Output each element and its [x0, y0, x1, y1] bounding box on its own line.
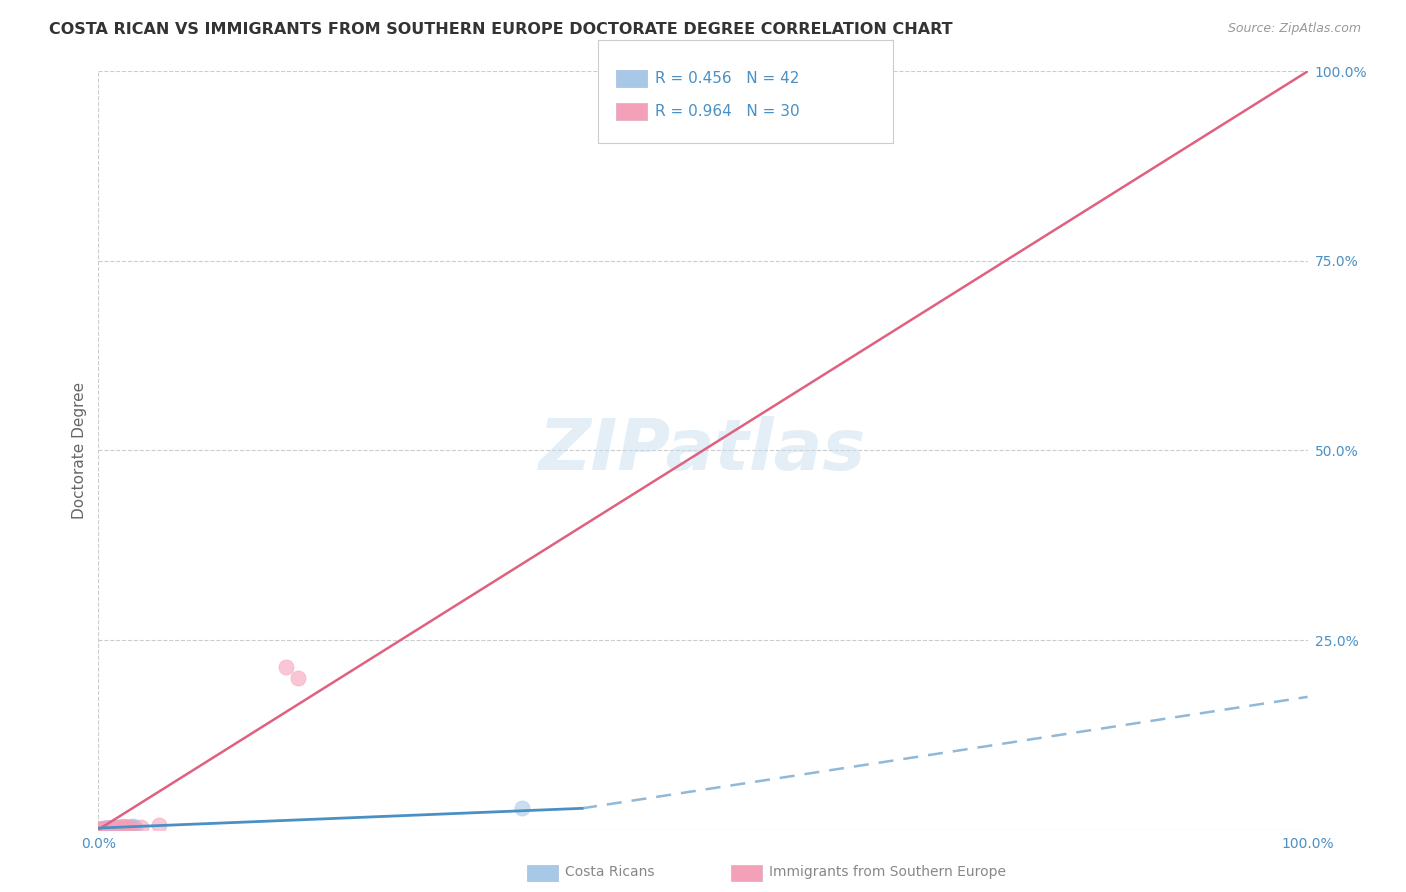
Point: [112, 821, 135, 835]
Point: [105, 821, 128, 835]
Point: [97, 822, 120, 836]
Point: [108, 821, 131, 835]
Point: [100, 821, 122, 835]
Point: [105, 821, 128, 835]
Text: Source: ZipAtlas.com: Source: ZipAtlas.com: [1227, 22, 1361, 36]
Point: [111, 820, 134, 834]
Point: [111, 821, 134, 835]
Point: [97, 822, 120, 836]
Point: [115, 820, 138, 834]
Point: [107, 821, 129, 835]
Text: R = 0.964   N = 30: R = 0.964 N = 30: [655, 104, 800, 119]
Point: [98, 822, 121, 836]
Point: [89, 822, 111, 836]
Point: [122, 819, 145, 833]
Point: [114, 821, 136, 835]
Point: [114, 821, 136, 835]
Point: [100, 821, 122, 835]
Y-axis label: Doctorate Degree: Doctorate Degree: [72, 382, 87, 519]
Point: [94, 822, 117, 836]
Point: [101, 821, 124, 835]
Point: [110, 821, 132, 835]
Text: COSTA RICAN VS IMMIGRANTS FROM SOUTHERN EUROPE DOCTORATE DEGREE CORRELATION CHAR: COSTA RICAN VS IMMIGRANTS FROM SOUTHERN …: [49, 22, 953, 37]
Point: [115, 820, 138, 834]
Point: [98, 822, 121, 836]
Point: [103, 821, 125, 835]
Point: [96, 822, 118, 836]
Point: [274, 659, 297, 673]
Point: [510, 801, 533, 815]
Point: [91, 822, 114, 836]
Point: [96, 822, 118, 836]
Point: [107, 821, 129, 835]
Text: Immigrants from Southern Europe: Immigrants from Southern Europe: [769, 865, 1007, 880]
Point: [90, 822, 112, 836]
Point: [90, 822, 112, 836]
Point: [89, 822, 111, 836]
Point: [115, 820, 138, 834]
Point: [107, 821, 129, 835]
Point: [118, 820, 141, 834]
Point: [120, 820, 142, 834]
Point: [89, 822, 111, 837]
Point: [104, 821, 127, 835]
Point: [129, 820, 152, 834]
Point: [100, 821, 122, 835]
Point: [124, 820, 146, 834]
Point: [96, 822, 118, 836]
Point: [94, 822, 117, 836]
Point: [104, 821, 127, 835]
Point: [97, 822, 120, 836]
Point: [100, 822, 122, 836]
Point: [287, 671, 309, 685]
Point: [148, 818, 170, 832]
Point: [108, 821, 131, 835]
Text: R = 0.456   N = 42: R = 0.456 N = 42: [655, 71, 800, 86]
Point: [91, 822, 114, 836]
Point: [93, 822, 115, 836]
Point: [94, 821, 117, 835]
Point: [103, 821, 125, 835]
Point: [91, 822, 114, 836]
Point: [118, 820, 141, 834]
Point: [91, 822, 114, 836]
Point: [100, 821, 122, 835]
Point: [108, 821, 131, 835]
Point: [93, 822, 115, 836]
Text: Costa Ricans: Costa Ricans: [565, 865, 655, 880]
Point: [93, 822, 115, 836]
Text: ZIPatlas: ZIPatlas: [540, 416, 866, 485]
Point: [104, 821, 127, 835]
Point: [111, 820, 134, 834]
Point: [108, 821, 131, 835]
Point: [90, 822, 112, 836]
Point: [91, 822, 114, 836]
Point: [112, 820, 135, 834]
Point: [103, 821, 125, 835]
Point: [101, 821, 124, 835]
Point: [96, 822, 118, 836]
Point: [118, 820, 141, 834]
Point: [108, 821, 131, 835]
Point: [110, 820, 132, 834]
